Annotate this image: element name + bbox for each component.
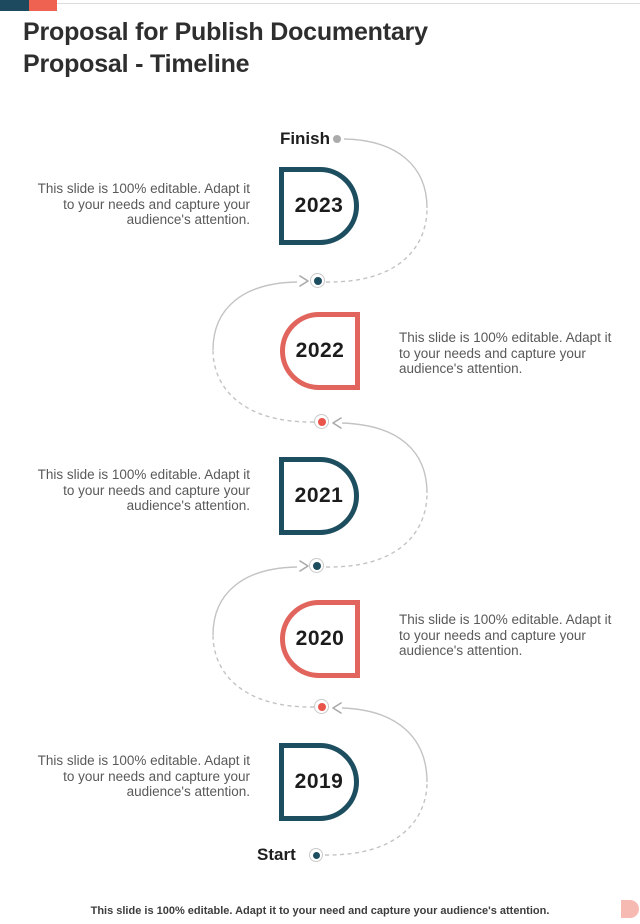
start-node-dot-icon xyxy=(312,851,320,859)
description-2020: This slide is 100% editable. Adapt it to… xyxy=(399,612,612,658)
milestone-shape-2023: 2023 xyxy=(279,167,359,245)
description-2023: This slide is 100% editable. Adapt it to… xyxy=(37,181,250,227)
description-2022: This slide is 100% editable. Adapt it to… xyxy=(399,330,612,376)
milestone-year-2021: 2021 xyxy=(294,484,344,507)
arrowhead-left-n4-icon xyxy=(332,702,342,714)
milestone-year-2019: 2019 xyxy=(294,770,344,793)
description-2019: This slide is 100% editable. Adapt it to… xyxy=(37,753,250,799)
connector-2022-dashed xyxy=(212,349,315,423)
start-label: Start xyxy=(257,845,296,864)
connector-2020-dashed xyxy=(212,634,315,708)
milestone-year-2022: 2022 xyxy=(295,339,345,362)
milestone-year-2020: 2020 xyxy=(295,627,345,650)
finish-dot-icon xyxy=(333,135,341,143)
connector-2021-dashed xyxy=(325,492,428,568)
timeline-node-1-dot-icon xyxy=(313,276,322,285)
timeline-node-2-icon xyxy=(314,414,329,429)
connector-2019-dashed xyxy=(324,781,428,856)
corner-accent-navy xyxy=(0,0,29,11)
arrowhead-right-n1-icon xyxy=(299,275,309,287)
timeline-node-3-dot-icon xyxy=(312,561,321,570)
timeline-node-2-dot-icon xyxy=(317,417,326,426)
milestone-shape-2021: 2021 xyxy=(279,457,359,535)
page-title-line1: Proposal for Publish Documentary xyxy=(23,18,428,46)
connector-2022-solid xyxy=(212,281,298,351)
timeline-node-3-icon xyxy=(309,558,324,573)
milestone-shape-2020: 2020 xyxy=(280,600,360,678)
timeline-node-4-icon xyxy=(314,699,329,714)
connector-2023-solid xyxy=(343,138,428,209)
start-node-icon xyxy=(309,848,323,862)
page-title-line2: Proposal - Timeline xyxy=(23,50,250,78)
timeline-node-4-dot-icon xyxy=(317,702,326,711)
connector-2021-solid xyxy=(341,422,428,494)
connector-2020-solid xyxy=(212,566,298,636)
footer-note: This slide is 100% editable. Adapt it to… xyxy=(90,905,550,917)
connector-2023-dashed xyxy=(325,207,428,283)
top-divider-line xyxy=(0,3,640,4)
connector-2019-solid xyxy=(341,707,428,783)
corner-decoration-pink xyxy=(621,900,639,918)
milestone-year-2023: 2023 xyxy=(294,194,344,217)
corner-accent-coral xyxy=(29,0,57,11)
arrowhead-right-n3-icon xyxy=(299,560,309,572)
arrowhead-left-n2-icon xyxy=(332,417,342,429)
page-title: Proposal for Publish Documentary Proposa… xyxy=(23,16,503,80)
timeline-node-1-icon xyxy=(310,273,325,288)
description-2021: This slide is 100% editable. Adapt it to… xyxy=(37,467,250,513)
milestone-shape-2022: 2022 xyxy=(280,312,360,390)
milestone-shape-2019: 2019 xyxy=(279,743,359,821)
finish-label: Finish xyxy=(279,129,330,148)
